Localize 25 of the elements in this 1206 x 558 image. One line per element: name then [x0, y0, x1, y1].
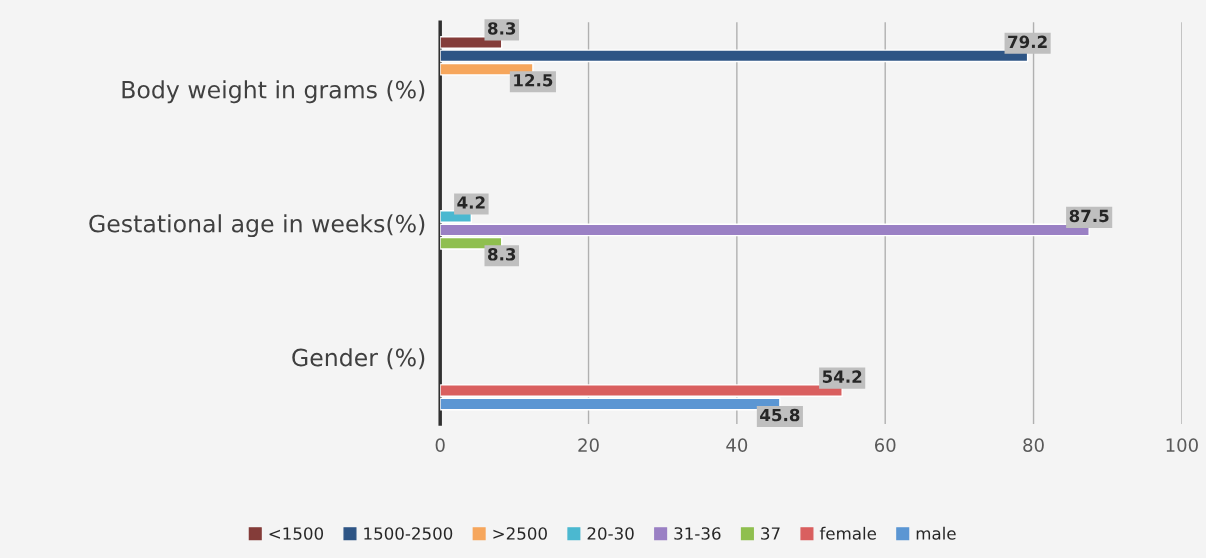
- x-tick-label: 80: [1023, 438, 1044, 452]
- x-tick-label: 40: [726, 438, 748, 452]
- legend-label: 20-30: [587, 527, 634, 540]
- legend-label: >2500: [493, 527, 547, 540]
- y-tick-label: Gender (%): [292, 348, 425, 370]
- data-label: 79.2: [1008, 35, 1047, 49]
- data-label: 45.8: [760, 408, 800, 422]
- legend-label: 1500-2500: [364, 527, 453, 540]
- x-tick-label: 100: [1166, 438, 1198, 452]
- data-label: 8.3: [488, 248, 516, 261]
- x-tick-label: 20: [578, 438, 599, 452]
- data-label: 87.5: [1069, 209, 1109, 223]
- legend-label: female: [819, 526, 877, 540]
- data-label: 54.2: [822, 370, 862, 383]
- legend-label: <1500: [269, 527, 324, 540]
- x-tick-label: 0: [435, 438, 445, 452]
- y-tick-label: Body weight in grams (%): [122, 80, 425, 104]
- data-label: 12.5: [514, 73, 553, 87]
- y-tick-label: Gestational age in weeks(%): [89, 214, 425, 238]
- data-label: 4.2: [457, 196, 485, 209]
- x-tick-label: 60: [874, 438, 896, 452]
- legend-label: male: [916, 526, 956, 540]
- data-label: 8.3: [488, 22, 516, 35]
- legend-label: 37: [761, 527, 780, 540]
- legend-label: 31-36: [674, 527, 721, 540]
